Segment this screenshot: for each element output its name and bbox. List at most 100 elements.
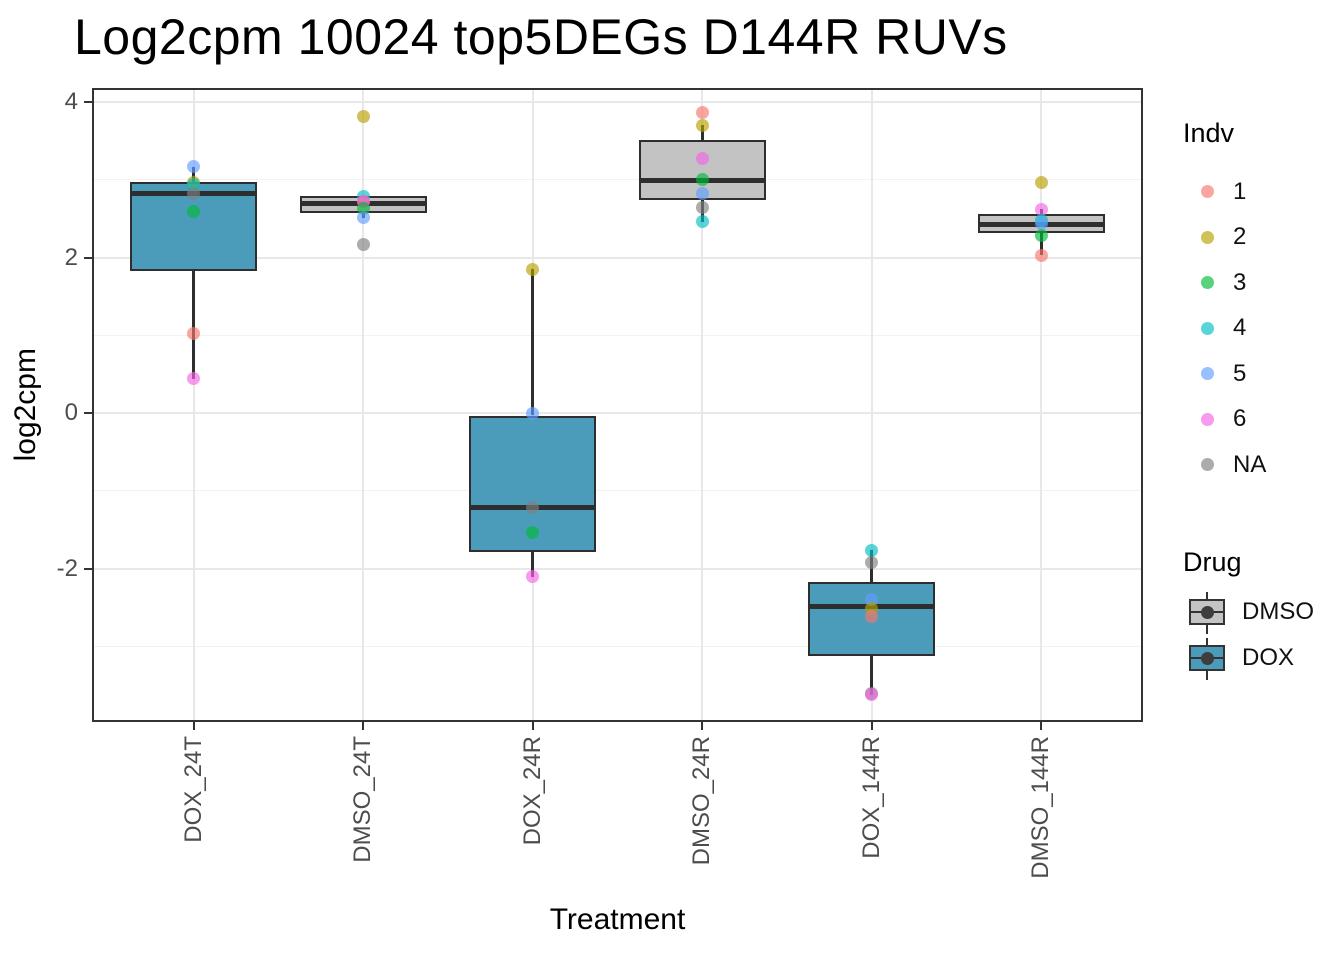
x-tick-mark: [1040, 722, 1043, 730]
jitter-point-indv-5: [1034, 216, 1048, 230]
gridline-x-major: [701, 88, 704, 722]
jitter-point-indv-2: [695, 118, 709, 132]
legend-indv-item-6: 6: [1180, 397, 1344, 443]
jitter-point-indv-1: [1034, 248, 1048, 262]
legend-indv-item-5: 5: [1180, 351, 1344, 397]
jitter-point-indv-5: [695, 186, 709, 200]
gridline-x-major: [1040, 88, 1043, 722]
x-tick-label-DOX_144R: DOX_144R: [858, 736, 886, 921]
jitter-point-indv-3: [526, 525, 540, 539]
legend-indv-label: NA: [1233, 450, 1267, 478]
jitter-point-indv-NA: [187, 187, 201, 201]
x-tick-label-text: DOX_24T: [179, 736, 207, 843]
jitter-point-indv-4: [865, 543, 879, 557]
legend-color-dot: [1201, 412, 1214, 426]
jitter-point-indv-NA: [526, 500, 540, 514]
jitter-point-indv-6: [1034, 202, 1048, 216]
legend-drug-label: DMSO: [1242, 598, 1314, 625]
legend-indv-item-1: 1: [1180, 169, 1344, 215]
whisker-lower-DOX_24T: [192, 270, 196, 379]
legend-indv-title: Indv: [1183, 118, 1235, 148]
y-tick-label: 0: [64, 399, 78, 427]
jitter-point-indv-NA: [865, 556, 879, 570]
x-tick-label-DOX_24R: DOX_24R: [519, 736, 547, 921]
jitter-point-indv-1: [187, 327, 201, 341]
chart-title: Log2cpm 10024 top5DEGs D144R RUVs: [74, 9, 1008, 65]
x-tick-label-DMSO_24R: DMSO_24R: [688, 736, 716, 921]
x-tick-mark: [531, 722, 534, 730]
jitter-point-indv-3: [187, 205, 201, 219]
x-tick-label-text: DMSO_24R: [688, 736, 716, 866]
glyph-whisker: [1206, 625, 1208, 634]
legend-boxplot-glyph: [1189, 638, 1225, 680]
jitter-point-indv-2: [526, 262, 540, 276]
jitter-point-indv-3: [1034, 228, 1048, 242]
whisker-upper-DOX_24T: [192, 166, 196, 183]
legend-drug-item-DOX: DOX: [1180, 635, 1344, 681]
legend-color-dot: [1201, 458, 1214, 472]
y-tick-label: -2: [56, 554, 78, 582]
legend-indv-items: 1 2 3 4 5 6 NA: [1180, 169, 1344, 488]
legend-indv-item-NA: NA: [1180, 442, 1344, 488]
x-tick-label-DMSO_24T: DMSO_24T: [349, 736, 377, 921]
x-tick-label-DMSO_144R: DMSO_144R: [1027, 736, 1055, 921]
glyph-center-dot: [1200, 605, 1214, 619]
y-tick-mark: [84, 567, 92, 570]
gridline-y-minor: [92, 179, 1143, 181]
legend-color-dot: [1201, 321, 1214, 335]
jitter-point-indv-2: [1034, 175, 1048, 189]
glyph-whisker: [1206, 592, 1208, 601]
legend-indv-item-4: 4: [1180, 306, 1344, 352]
glyph-center-dot: [1200, 651, 1214, 665]
jitter-point-indv-NA: [356, 237, 370, 251]
jitter-point-indv-1: [695, 106, 709, 120]
x-tick-label-text: DOX_144R: [857, 736, 885, 859]
whisker-upper-DMSO_24R: [700, 125, 704, 141]
x-tick-label-text: DMSO_144R: [1027, 736, 1055, 879]
legend-indv-label: 5: [1233, 359, 1247, 387]
gridline-y-major: [92, 256, 1143, 259]
jitter-point-indv-5: [187, 160, 201, 174]
jitter-point-indv-6: [695, 152, 709, 166]
legend-indv-item-3: 3: [1180, 260, 1344, 306]
gridline-y-minor: [92, 646, 1143, 648]
legend-indv-label: 3: [1233, 268, 1247, 296]
gridline-y-minor: [92, 334, 1143, 336]
legend-color-dot: [1201, 367, 1214, 381]
x-tick-label-DOX_24T: DOX_24T: [180, 736, 208, 921]
legend-indv-label: 2: [1233, 223, 1247, 251]
legend: Indv 1 2 3 4 5 6 NA Drug DMSO DOX: [1180, 0, 1344, 960]
jitter-point-indv-2: [356, 109, 370, 123]
gridline-y-minor: [92, 490, 1143, 492]
jitter-point-indv-5: [526, 406, 540, 420]
gridline-x-major: [362, 88, 365, 722]
x-tick-mark: [362, 722, 365, 730]
y-tick-mark: [84, 412, 92, 415]
x-tick-mark: [192, 722, 195, 730]
legend-drug-label: DOX: [1242, 644, 1295, 671]
y-tick-mark: [84, 256, 92, 259]
x-tick-mark: [701, 722, 704, 730]
whisker-lower-DOX_144R: [870, 655, 874, 695]
whisker-upper-DOX_24R: [531, 269, 535, 416]
legend-color-dot: [1201, 276, 1214, 290]
legend-indv-label: 4: [1233, 314, 1247, 342]
glyph-whisker: [1206, 638, 1208, 647]
y-tick-label: 4: [64, 88, 78, 115]
jitter-point-indv-6: [526, 570, 540, 584]
y-tick-mark: [84, 101, 92, 103]
x-tick-label-text: DOX_24R: [518, 736, 546, 846]
legend-drug-title: Drug: [1183, 547, 1242, 577]
whisker-lower-DOX_24R: [531, 552, 535, 577]
legend-color-dot: [1201, 230, 1214, 244]
gridline-y-major: [92, 567, 1143, 570]
legend-drug-items: DMSO DOX: [1180, 589, 1344, 681]
legend-drug-item-DMSO: DMSO: [1180, 589, 1344, 635]
legend-indv-label: 6: [1233, 405, 1247, 433]
jitter-point-indv-4: [695, 215, 709, 229]
legend-boxplot-glyph: [1189, 592, 1225, 634]
gridline-y-major: [92, 101, 1143, 103]
plot-panel: [92, 88, 1143, 722]
legend-indv-item-2: 2: [1180, 215, 1344, 261]
